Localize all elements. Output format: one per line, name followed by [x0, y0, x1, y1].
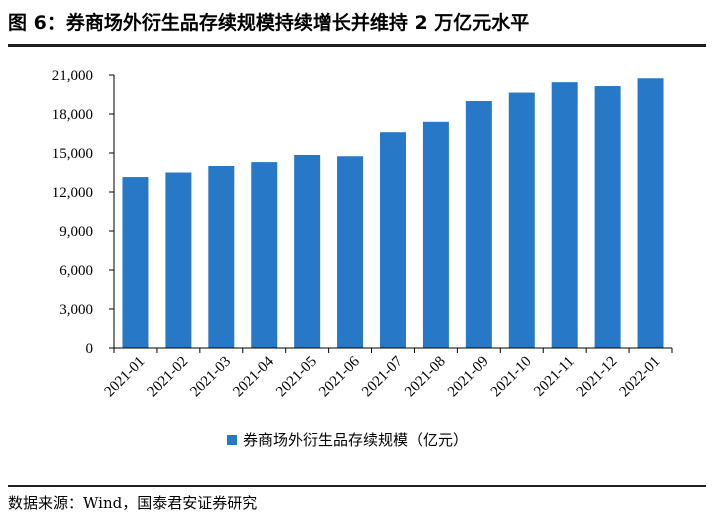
- y-tick-label: 21,000: [52, 68, 93, 84]
- x-tick-label: 2021-02: [145, 354, 192, 401]
- bar: [508, 92, 535, 348]
- y-tick-label: 0: [86, 341, 94, 357]
- source-divider: [8, 485, 706, 487]
- legend-label: 券商场外衍生品存续规模（亿元）: [243, 431, 468, 449]
- y-tick-label: 15,000: [52, 146, 93, 162]
- x-tick-label: 2021-05: [273, 354, 320, 401]
- x-tick-label: 2021-06: [316, 353, 363, 400]
- x-tick-label: 2021-12: [574, 354, 621, 401]
- bar: [551, 82, 578, 349]
- bar: [380, 132, 406, 348]
- bar: [594, 86, 621, 349]
- bar: [122, 177, 149, 348]
- y-tick-label: 3,000: [59, 302, 93, 318]
- y-axis: 0 3,000 6,000 9,000 12,000 15,000 18,000 21,000: [52, 68, 115, 357]
- bar: [637, 78, 664, 348]
- x-tick-label: 2021-07: [359, 353, 406, 400]
- y-tick-label: 18,000: [52, 107, 93, 123]
- x-tick-label: 2021-11: [531, 354, 577, 400]
- bar-series: [122, 78, 664, 349]
- y-tick-label: 12,000: [52, 185, 93, 201]
- bar: [422, 121, 449, 348]
- bar: [165, 172, 192, 348]
- x-axis: 2021-012021-022021-032021-042021-052021-…: [102, 347, 673, 401]
- bar: [208, 166, 235, 348]
- x-tick-label: 2021-08: [402, 354, 449, 401]
- bar: [251, 162, 278, 348]
- figure-title: 图 6：券商场外衍生品存续规模持续增长并维持 2 万亿元水平: [8, 12, 530, 34]
- x-tick-label: 2021-04: [230, 353, 277, 400]
- bar: [337, 156, 364, 348]
- x-tick-label: 2021-09: [445, 354, 492, 401]
- legend-swatch: [227, 435, 237, 445]
- bar: [465, 101, 492, 348]
- legend: 券商场外衍生品存续规模（亿元）: [227, 431, 468, 449]
- x-tick-label: 2021-03: [187, 354, 234, 401]
- bar: [294, 154, 321, 348]
- x-tick-label: 2021-01: [102, 354, 149, 401]
- title-divider: [8, 44, 706, 47]
- x-tick-label: 2022-01: [617, 354, 664, 401]
- source-note: 数据来源：Wind，国泰君安证券研究: [8, 494, 258, 512]
- y-tick-label: 9,000: [59, 224, 93, 240]
- x-tick-label: 2021-10: [488, 354, 535, 401]
- y-tick-label: 6,000: [59, 263, 93, 279]
